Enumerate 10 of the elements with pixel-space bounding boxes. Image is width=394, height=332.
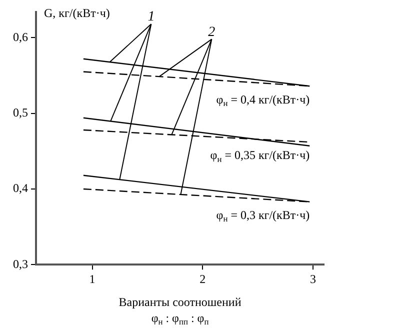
x-tick-label: 1	[89, 272, 96, 286]
y-tick-label: 0,5	[13, 106, 28, 120]
y-tick-label: 0,6	[13, 30, 28, 44]
x-tick-label: 2	[200, 272, 206, 286]
y-tick-label: 0,3	[13, 256, 28, 271]
y-axis-title: G, кг/(кВт·ч)	[44, 6, 110, 20]
x-tick-label: 3	[310, 272, 316, 286]
annotation: 2	[208, 24, 216, 40]
annotation: 1	[148, 10, 155, 25]
y-tick-label: 0,4	[13, 181, 28, 196]
